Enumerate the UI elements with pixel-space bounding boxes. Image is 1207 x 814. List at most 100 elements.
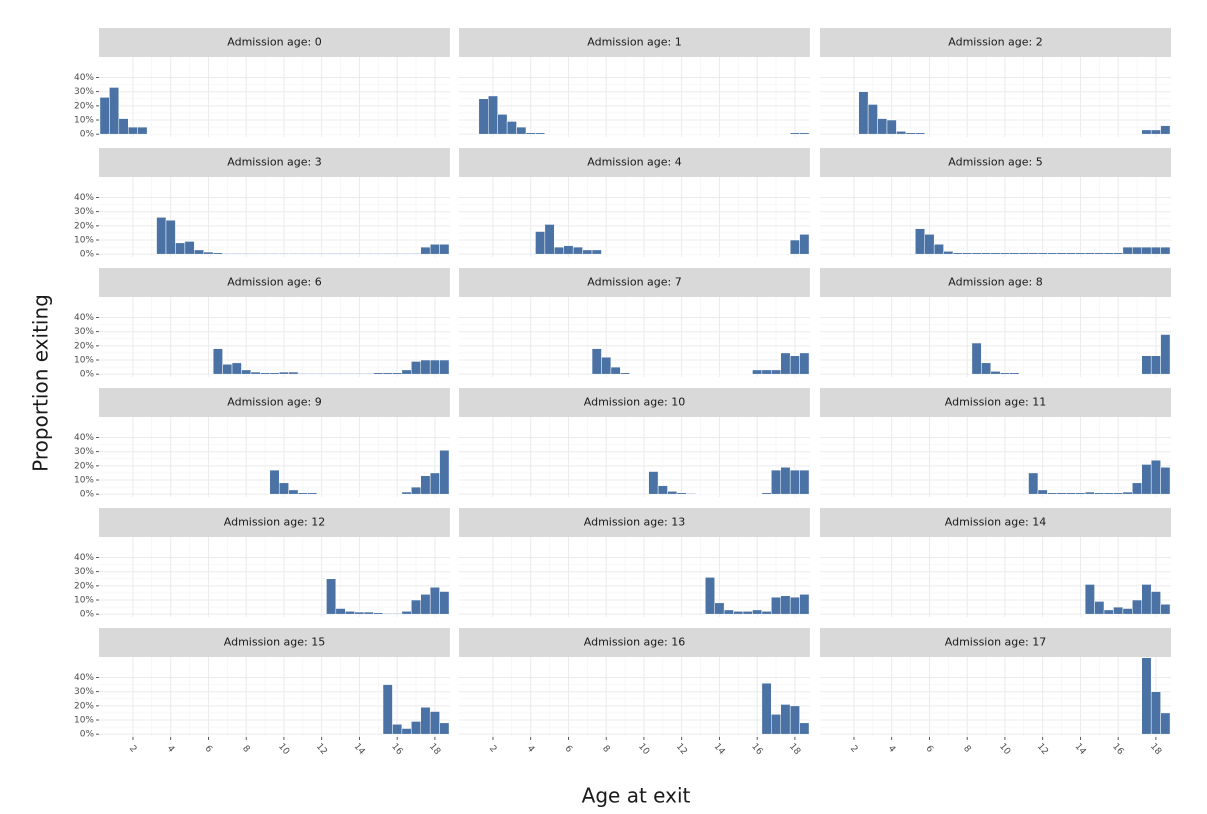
x-tick-label: 18	[1148, 742, 1163, 757]
bar	[439, 450, 450, 495]
bar	[335, 608, 346, 615]
x-tick-label: 18	[427, 742, 442, 757]
bar	[260, 372, 271, 375]
bar	[1028, 252, 1039, 255]
bar	[789, 469, 800, 495]
bar	[1160, 467, 1171, 495]
bar	[1047, 492, 1058, 495]
x-tick-label: 8	[600, 744, 612, 755]
x-tick-label: 8	[961, 744, 973, 755]
panel-strip	[459, 388, 810, 417]
y-tick-label: 40%	[74, 433, 94, 443]
panel-title: Admission age: 0	[227, 36, 322, 49]
bar	[1132, 599, 1143, 615]
bar	[411, 599, 421, 615]
bar	[1094, 252, 1105, 255]
bar	[1103, 492, 1114, 495]
bar	[231, 253, 242, 255]
panel-title: Admission age: 1	[587, 36, 682, 49]
bar	[1122, 608, 1133, 615]
bar	[194, 249, 204, 255]
bar	[999, 252, 1010, 255]
x-axis-title: Age at exit	[582, 784, 691, 808]
bar	[1160, 246, 1171, 255]
bar	[676, 492, 687, 495]
bar	[506, 121, 517, 135]
bar	[981, 362, 992, 375]
bar	[392, 372, 403, 375]
bar	[780, 704, 791, 735]
bar	[1141, 584, 1152, 615]
bar	[269, 469, 280, 495]
bar	[335, 253, 346, 255]
bar	[297, 253, 308, 255]
bar	[1141, 246, 1152, 255]
bar	[307, 253, 318, 255]
bar	[260, 253, 271, 255]
panel-strip	[459, 508, 810, 537]
bar	[401, 491, 412, 495]
y-tick-label: 20%	[74, 221, 94, 231]
bar	[345, 373, 355, 375]
bar	[1150, 459, 1161, 495]
bar	[1009, 252, 1020, 255]
bar	[1056, 492, 1067, 495]
bar	[752, 609, 763, 615]
bar	[488, 95, 498, 135]
bar	[241, 369, 252, 375]
bar	[363, 611, 374, 615]
bar	[1122, 491, 1133, 495]
bar	[648, 471, 659, 495]
x-tick-label: 16	[1110, 742, 1125, 757]
bar	[535, 231, 546, 255]
bar	[99, 97, 110, 135]
bar	[1141, 355, 1152, 375]
x-tick-label: 18	[787, 742, 802, 757]
bar	[420, 246, 431, 255]
bar	[1141, 129, 1152, 135]
bar	[307, 373, 318, 375]
x-tick-label: 2	[487, 744, 498, 755]
bar	[1160, 712, 1171, 735]
bar	[1150, 591, 1161, 615]
bar	[382, 253, 393, 255]
y-tick-label: 10%	[74, 356, 94, 366]
y-tick-label: 30%	[74, 567, 94, 577]
bar	[411, 721, 421, 735]
bar	[952, 252, 963, 255]
bar	[1037, 489, 1048, 495]
bar	[789, 705, 800, 735]
bar	[420, 359, 431, 375]
panel-title: Admission age: 11	[945, 396, 1047, 409]
bar	[288, 371, 299, 375]
bar	[278, 253, 289, 255]
panel-strip	[820, 28, 1171, 57]
bar	[780, 352, 791, 375]
bar	[780, 467, 791, 495]
bar	[1103, 252, 1114, 255]
bar	[278, 482, 289, 495]
x-tick-label: 10	[997, 742, 1012, 757]
bar	[733, 611, 744, 615]
bar	[999, 372, 1010, 375]
panel-title: Admission age: 17	[945, 636, 1047, 649]
bar	[761, 682, 772, 735]
bar	[1141, 464, 1152, 495]
panel-strip	[820, 508, 1171, 537]
bar	[667, 491, 678, 495]
bar	[761, 492, 772, 495]
bar	[429, 359, 440, 375]
panel-strip	[459, 148, 810, 177]
panel-title: Admission age: 13	[584, 516, 686, 529]
bar	[373, 372, 384, 375]
bar	[771, 714, 781, 735]
bar	[714, 602, 725, 615]
bar	[354, 253, 365, 255]
bar	[1132, 482, 1143, 495]
bar	[610, 366, 621, 375]
bar	[411, 361, 421, 375]
bar	[109, 87, 120, 135]
bar	[799, 469, 810, 495]
y-tick-label: 40%	[74, 73, 94, 83]
x-tick-label: 12	[314, 742, 329, 757]
